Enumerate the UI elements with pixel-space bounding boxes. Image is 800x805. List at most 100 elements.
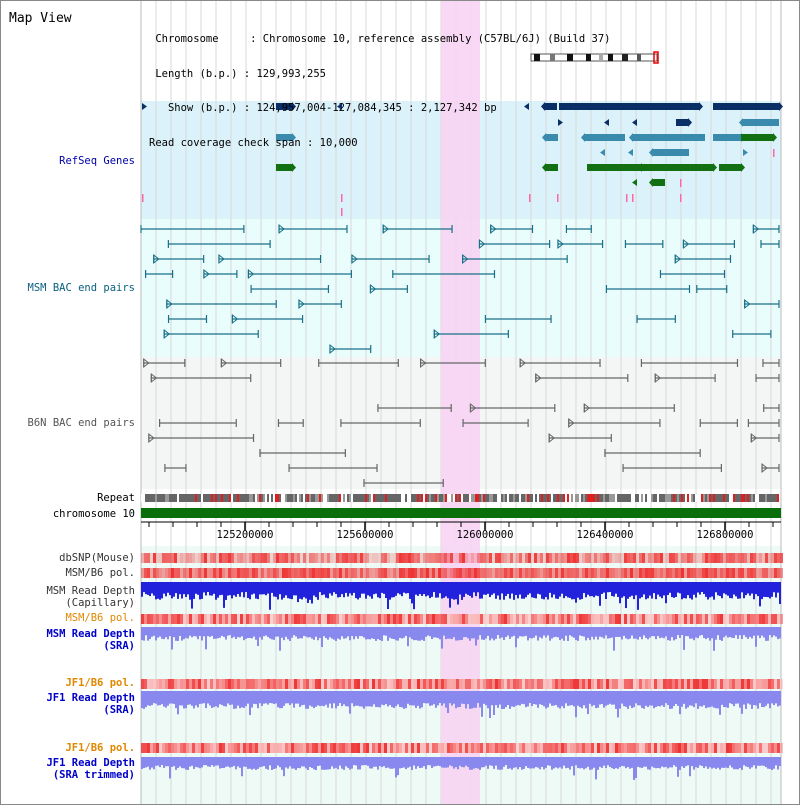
repeat-block [741,494,743,502]
depth-bar [725,582,727,595]
heat-cell [273,568,276,578]
heat-cell [678,614,681,624]
heat-cell [672,553,675,563]
depth-bar [567,582,569,598]
heat-cell [306,743,309,753]
heat-cell [405,553,408,563]
depth-bar [181,691,183,706]
depth-bar [423,691,425,704]
heat-cell [453,614,456,624]
heat-cell [525,614,528,624]
label-jf1-b6-pol-2[interactable]: JF1/B6 pol. [65,742,135,754]
heat-cell [615,614,618,624]
heat-cell [732,568,735,578]
repeat-block [253,494,255,502]
heat-cell [273,614,276,624]
depth-bar [333,757,335,769]
heat-cell [516,743,519,753]
heat-cell [198,743,201,753]
depth-bar [543,691,545,707]
depth-bar [751,691,753,709]
label-msm-b6-pol-2[interactable]: MSM/B6 pol. [65,612,135,624]
depth-bar [287,582,289,599]
repeat-block [339,494,341,502]
heat-cell [423,679,426,689]
repeat-block [225,494,227,502]
heat-cell [675,679,678,689]
label-msm-depth-sra[interactable]: MSM Read Depth (SRA) [46,628,135,652]
repeat-block [535,494,537,502]
label-repeat[interactable]: Repeat [97,492,135,504]
depth-bar [243,582,245,598]
label-msm-b6-pol[interactable]: MSM/B6 pol. [65,567,135,579]
repeat-block [341,494,343,502]
label-dbsnp[interactable]: dbSNP(Mouse) [59,552,135,564]
depth-bar [427,627,429,636]
depth-bar [771,757,773,770]
depth-bar [491,691,493,706]
label-b6n-bac[interactable]: B6N BAC end pairs [27,417,135,429]
depth-bar [563,582,565,599]
label-msm-depth-capillary[interactable]: MSM Read Depth (Capillary) [46,585,135,609]
repeat-block [311,494,313,502]
label-msm-bac[interactable]: MSM BAC end pairs [27,282,135,294]
depth-bar [275,627,277,637]
heat-cell [504,614,507,624]
heat-cell [210,614,213,624]
depth-bar [441,757,443,768]
repeat-block [303,494,305,502]
depth-bar [411,691,413,706]
label-refseq-genes[interactable]: RefSeq Genes [59,155,135,167]
repeat-block [215,494,217,502]
heat-cell [759,553,762,563]
depth-bar [431,582,433,597]
label-jf1-depth-sra[interactable]: JF1 Read Depth (SRA) [46,692,135,716]
heat-cell [687,679,690,689]
heat-cell [279,679,282,689]
depth-bar [701,627,703,636]
gene-arrow [713,163,717,172]
repeat-block [777,494,779,502]
heat-cell [387,553,390,563]
depth-bar [549,691,551,704]
depth-bar [257,757,259,769]
depth-bar [529,582,531,594]
depth-bar [349,627,351,641]
label-jf1-depth-trimmed[interactable]: JF1 Read Depth (SRA trimmed) [46,757,135,781]
label-jf1-b6-pol[interactable]: JF1/B6 pol. [65,677,135,689]
depth-bar [261,757,263,767]
depth-bar [265,627,267,636]
depth-bar [525,582,527,598]
depth-bar [525,757,527,767]
depth-bar [185,627,187,638]
depth-bar [665,691,667,704]
depth-bar [173,627,175,638]
heat-cell [171,679,174,689]
heat-cell [606,553,609,563]
depth-bar [765,627,767,641]
heat-cell [300,614,303,624]
depth-bar [505,582,507,596]
depth-bar [501,627,503,638]
depth-bar [141,582,143,597]
depth-bar [357,627,359,639]
depth-bar [765,691,767,706]
heat-cell [147,679,150,689]
depth-bar [471,757,473,770]
depth-bar [367,627,369,640]
heat-cell [261,568,264,578]
depth-bar [379,627,381,641]
depth-bar [521,582,523,599]
repeat-block [727,494,729,502]
depth-bar [277,691,279,708]
repeat-block [407,494,409,502]
depth-bar [413,691,415,706]
depth-bar [167,691,169,706]
heat-cell [258,614,261,624]
heat-cell [603,679,606,689]
heat-cell [639,553,642,563]
depth-bar [387,582,389,610]
heat-cell [690,743,693,753]
heat-cell [558,614,561,624]
